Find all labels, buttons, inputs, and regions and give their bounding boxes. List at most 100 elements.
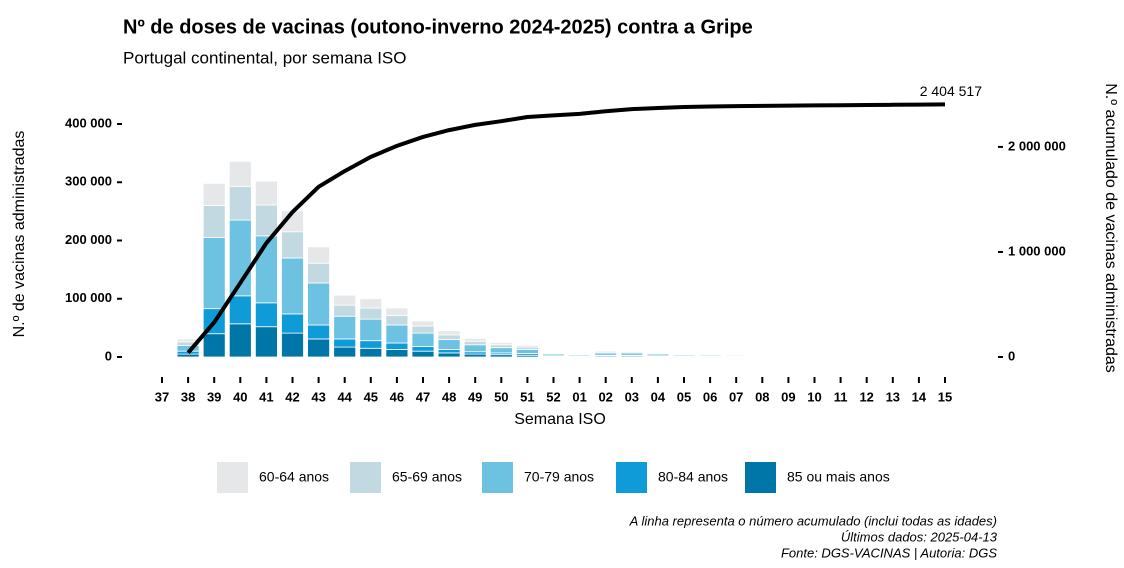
bar <box>595 351 617 352</box>
x-tick-label: 03 <box>625 389 639 404</box>
legend-label: 80-84 anos <box>658 469 728 485</box>
x-tick-label: 46 <box>390 389 404 404</box>
x-tick-label: 05 <box>677 389 691 404</box>
x-tick-label: 52 <box>546 389 560 404</box>
bar <box>412 333 434 346</box>
bar <box>386 325 408 343</box>
x-tick-label: 11 <box>834 389 848 404</box>
bar <box>438 340 460 350</box>
bar <box>490 342 512 344</box>
bar <box>412 347 434 352</box>
y2-tick-label: 1 000 000 <box>1008 243 1066 258</box>
x-tick-label: 44 <box>337 389 352 404</box>
note: Fonte: DGS-VACINAS | Autoria: DGS <box>781 545 997 560</box>
legend-swatch <box>616 462 647 493</box>
bar <box>438 353 460 357</box>
bar <box>438 335 460 340</box>
legend-label: 70-79 anos <box>524 469 594 485</box>
bar <box>282 232 304 258</box>
note: A linha representa o número acumulado (i… <box>629 513 997 528</box>
bar <box>203 183 225 205</box>
bar <box>203 238 225 309</box>
x-tick-label: 42 <box>285 389 299 404</box>
chart-title: Nº de doses de vacinas (outono-inverno 2… <box>123 16 753 38</box>
bar <box>516 349 538 353</box>
bar <box>203 206 225 238</box>
x-axis-label: Semana ISO <box>514 411 606 428</box>
x-tick-label: 06 <box>703 389 717 404</box>
x-tick-label: 02 <box>598 389 612 404</box>
x-tick-label: 48 <box>442 389 456 404</box>
bar <box>621 351 643 352</box>
x-tick-label: 39 <box>207 389 221 404</box>
bar <box>308 283 330 325</box>
bar <box>282 258 304 314</box>
x-tick-label: 38 <box>181 389 195 404</box>
x-tick-label: 14 <box>912 389 927 404</box>
bar <box>516 345 538 347</box>
x-tick-label: 45 <box>364 389 378 404</box>
legend-swatch <box>745 462 776 493</box>
bar <box>334 295 356 305</box>
bar <box>308 339 330 357</box>
bar <box>569 354 591 355</box>
bar <box>360 341 382 349</box>
bar <box>360 319 382 341</box>
bar <box>282 314 304 333</box>
bar <box>386 316 408 325</box>
y2-tick-label: 2 000 000 <box>1008 138 1066 153</box>
bar <box>229 324 251 357</box>
bar <box>360 299 382 308</box>
legend-label: 60-64 anos <box>259 469 329 485</box>
bar <box>255 181 277 205</box>
bar <box>308 247 330 263</box>
bar <box>464 338 486 341</box>
bar <box>386 349 408 357</box>
y-tick-label: 100 000 <box>65 290 112 305</box>
bar <box>647 353 669 354</box>
bar <box>229 296 251 324</box>
data-label: 2 404 517 <box>920 83 982 99</box>
bar <box>177 354 199 357</box>
legend-label: 85 ou mais anos <box>787 469 890 485</box>
y-tick-label: 200 000 <box>65 232 112 247</box>
bar <box>334 339 356 347</box>
x-tick-label: 47 <box>416 389 430 404</box>
x-tick-label: 08 <box>755 389 769 404</box>
bar <box>255 327 277 357</box>
legend-swatch <box>482 462 513 493</box>
x-tick-label: 09 <box>781 389 795 404</box>
x-tick-label: 04 <box>651 389 666 404</box>
bar <box>438 331 460 335</box>
bar <box>255 303 277 327</box>
bar <box>203 334 225 357</box>
x-tick-label: 49 <box>468 389 482 404</box>
y-tick-label: 400 000 <box>65 115 112 130</box>
bar <box>412 321 434 326</box>
legend-label: 65-69 anos <box>392 469 462 485</box>
bar <box>334 347 356 357</box>
x-tick-label: 15 <box>938 389 952 404</box>
y-axis-label: N.º de vacinas administradas <box>11 131 28 338</box>
bar <box>412 326 434 333</box>
bar <box>360 348 382 357</box>
x-tick-label: 37 <box>155 389 169 404</box>
x-tick-label: 12 <box>859 389 873 404</box>
bar <box>360 308 382 319</box>
bar <box>229 161 251 186</box>
x-tick-label: 40 <box>233 389 247 404</box>
bar <box>543 353 565 354</box>
y-tick-label: 300 000 <box>65 174 112 189</box>
bar <box>229 186 251 220</box>
bar <box>464 341 486 344</box>
note: Últimos dados: 2025-04-13 <box>841 529 998 544</box>
y2-axis-label: N.º acumulado de vacinas administradas <box>1102 83 1119 373</box>
x-tick-label: 07 <box>729 389 743 404</box>
x-tick-label: 43 <box>311 389 325 404</box>
bar <box>464 345 486 352</box>
bar <box>282 333 304 357</box>
x-tick-label: 50 <box>494 389 508 404</box>
bar <box>490 348 512 353</box>
